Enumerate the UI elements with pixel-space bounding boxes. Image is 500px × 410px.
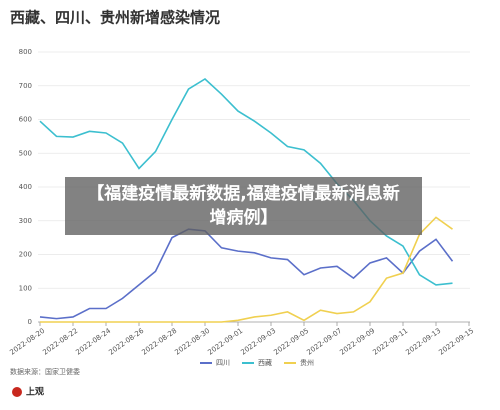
x-tick-label: 2022-09-01: [206, 327, 244, 357]
x-tick-label: 2022-09-03: [239, 327, 277, 357]
banner: 【福建疫情最新数据,福建疫情最新消息新增病例】: [65, 177, 422, 235]
y-tick-label: 300: [19, 217, 32, 225]
x-tick-label: 2022-09-09: [338, 327, 376, 357]
logo-icon: [12, 387, 22, 397]
x-tick-label: 2022-08-30: [173, 327, 211, 357]
series-line: [39, 228, 454, 320]
x-tick-label: 2022-08-26: [107, 326, 145, 356]
legend-label: 西藏: [258, 358, 272, 367]
source: 数据来源：国家卫健委: [10, 367, 80, 376]
y-tick-label: 500: [19, 149, 32, 157]
y-tick-label: 100: [19, 284, 32, 292]
x-tick-label: 2022-08-22: [41, 327, 79, 357]
legend-label: 贵州: [300, 358, 314, 367]
x-tick-label: 2022-09-07: [305, 327, 343, 357]
series-line: [40, 216, 453, 323]
x-tick-label: 2022-08-28: [140, 327, 178, 357]
logo: 上观: [26, 386, 44, 398]
y-tick-label: 200: [19, 251, 32, 259]
x-tick-label: 2022-08-24: [74, 326, 112, 356]
y-tick-label: 700: [19, 82, 32, 90]
x-tick-label: 2022-09-05: [272, 327, 310, 357]
y-tick-label: 800: [19, 48, 32, 56]
x-tick-label: 2022-09-11: [371, 327, 409, 357]
y-tick-label: 400: [19, 183, 32, 191]
x-tick-label: 2022-09-15: [437, 327, 475, 357]
y-tick-label: 600: [19, 116, 32, 124]
x-tick-label: 2022-09-13: [404, 327, 442, 357]
x-tick-label: 2022-08-20: [8, 327, 46, 357]
chart-title: 西藏、四川、贵州新增感染情况: [10, 9, 220, 27]
y-tick-label: 0: [28, 318, 32, 326]
legend-label: 四川: [216, 359, 230, 367]
